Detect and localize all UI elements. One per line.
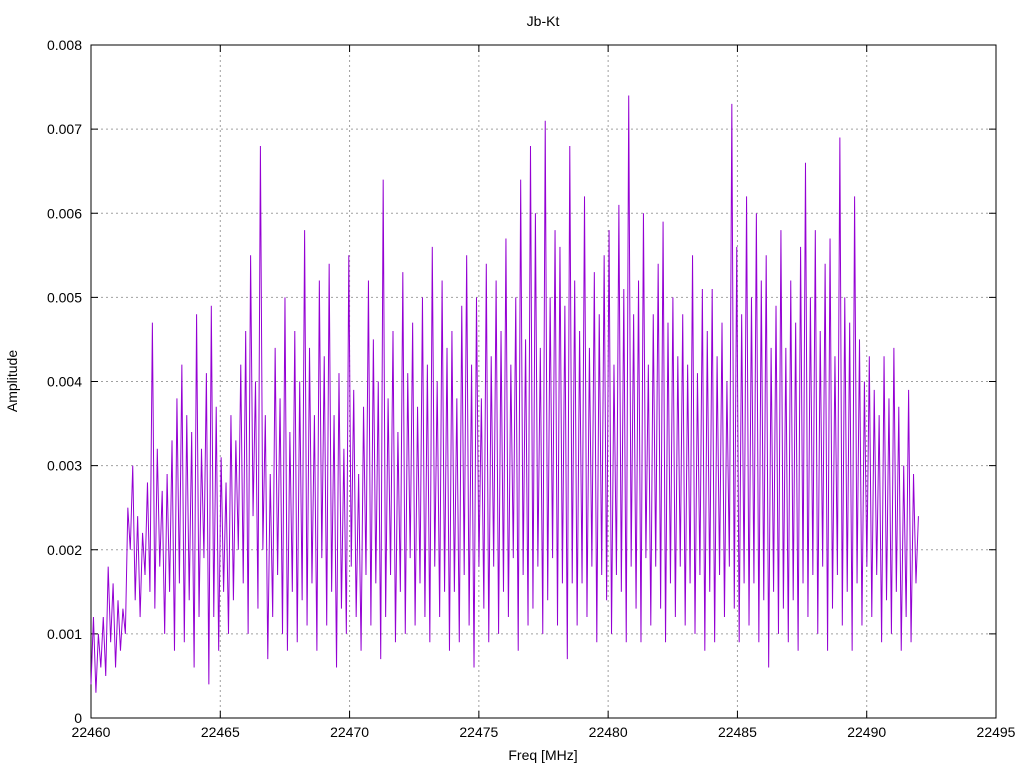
x-axis-label: Freq [MHz] <box>508 747 577 763</box>
y-tick-label: 0.008 <box>47 37 82 53</box>
y-axis-label: Amplitude <box>4 350 20 412</box>
x-tick-label: 22470 <box>330 724 369 740</box>
x-tick-label: 22475 <box>459 724 498 740</box>
x-tick-label: 22480 <box>589 724 628 740</box>
y-tick-label: 0.006 <box>47 205 82 221</box>
x-tick-label: 22460 <box>72 724 111 740</box>
y-tick-label: 0.007 <box>47 121 82 137</box>
amplitude-series-line <box>90 95 919 693</box>
x-tick-label: 22465 <box>201 724 240 740</box>
x-tick-label: 22485 <box>718 724 757 740</box>
y-tick-label: 0.005 <box>47 289 82 305</box>
y-tick-label: 0.002 <box>47 542 82 558</box>
series-group <box>90 95 919 693</box>
y-tick-label: 0.001 <box>47 626 82 642</box>
y-tick-label: 0.003 <box>47 458 82 474</box>
y-tick-label: 0.004 <box>47 374 82 390</box>
axis-ticks: 22460 22465 22470 22475 22480 22485 22490 22495… <box>47 37 1016 740</box>
y-tick-label: 0 <box>74 710 82 726</box>
x-tick-label: 22490 <box>847 724 886 740</box>
chart-title: Jb-Kt <box>527 13 560 29</box>
x-tick-label: 22495 <box>977 724 1016 740</box>
